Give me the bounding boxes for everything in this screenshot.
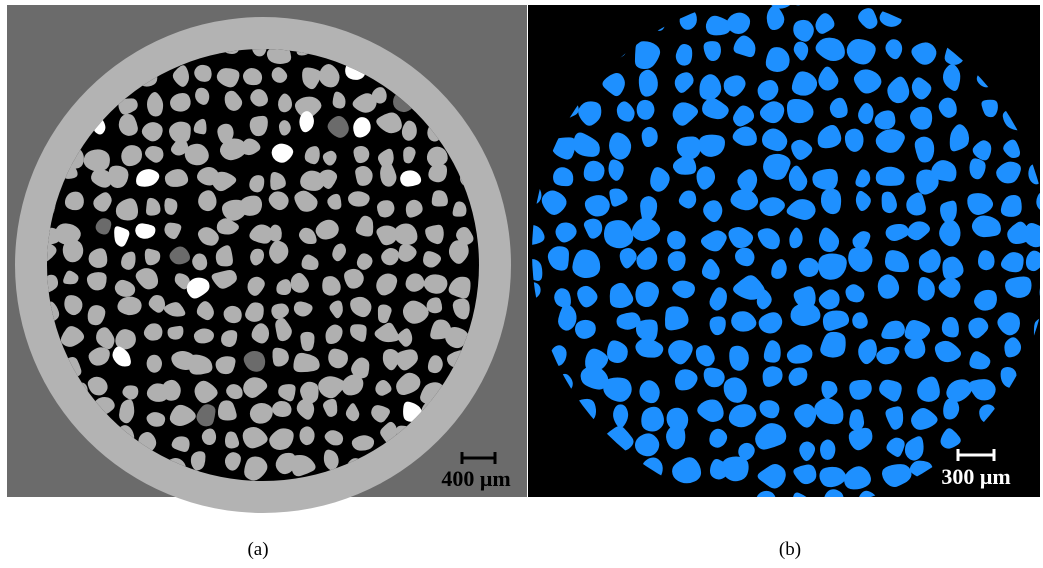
grain — [272, 401, 291, 417]
grain — [696, 497, 718, 514]
grain — [641, 407, 664, 432]
grain — [736, 0, 757, 2]
grain — [117, 297, 141, 315]
scale-label-b: 300 μm — [941, 464, 1010, 489]
grain — [820, 440, 835, 460]
grain — [824, 489, 844, 512]
figure: 400 μm 300 μm (a) (b) — [0, 0, 1043, 568]
scale-label-a: 400 μm — [441, 466, 510, 491]
grain — [300, 332, 314, 351]
grain — [790, 0, 808, 5]
grain — [757, 491, 776, 511]
panel-label-a: (a) — [247, 539, 268, 560]
grain — [1040, 284, 1043, 305]
grain — [637, 100, 655, 120]
grain — [734, 499, 753, 518]
panel-label-b: (b) — [779, 539, 801, 560]
panel-b-background — [528, 5, 1040, 497]
grain — [849, 409, 864, 431]
